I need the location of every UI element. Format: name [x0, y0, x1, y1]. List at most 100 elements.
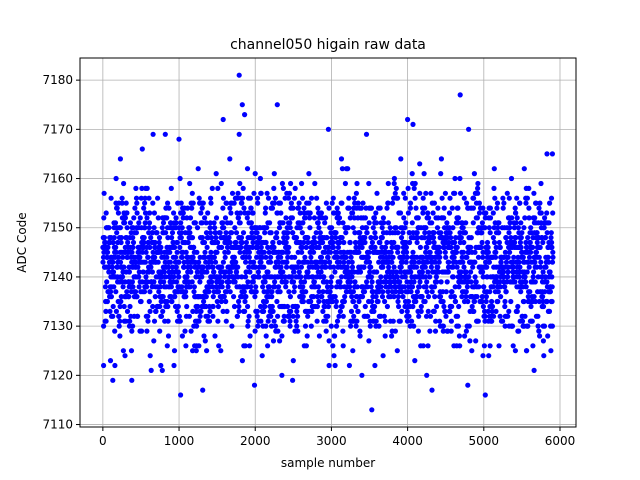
- data-point: [207, 225, 213, 231]
- data-point: [147, 210, 153, 216]
- data-point: [411, 185, 417, 191]
- data-point: [117, 225, 123, 231]
- data-point: [354, 180, 360, 187]
- data-point: [152, 244, 158, 250]
- data-point: [138, 195, 144, 201]
- data-point: [436, 244, 442, 250]
- data-point: [112, 220, 119, 226]
- data-point: [110, 313, 116, 319]
- data-point: [412, 195, 418, 201]
- data-point: [378, 313, 384, 319]
- data-point: [275, 328, 281, 334]
- data-point: [410, 121, 416, 127]
- data-point: [457, 92, 463, 98]
- data-point: [326, 205, 332, 211]
- data-point: [473, 338, 479, 344]
- data-point: [323, 318, 329, 324]
- data-point: [403, 239, 409, 246]
- data-point: [330, 343, 336, 349]
- data-point: [337, 239, 343, 246]
- data-point: [414, 230, 420, 236]
- data-point: [182, 328, 188, 334]
- data-point: [171, 362, 177, 369]
- data-point: [258, 259, 264, 265]
- data-point: [266, 249, 272, 255]
- data-point: [104, 298, 110, 305]
- data-point: [246, 254, 252, 260]
- data-point: [325, 303, 332, 310]
- data-point: [200, 200, 206, 206]
- data-point: [479, 239, 485, 246]
- data-point: [262, 303, 268, 310]
- data-point: [446, 259, 452, 265]
- data-point: [270, 338, 277, 344]
- data-point: [272, 323, 279, 329]
- data-point: [460, 225, 466, 231]
- data-point: [146, 225, 152, 231]
- data-point: [161, 279, 167, 285]
- data-point: [373, 220, 380, 226]
- data-point: [422, 230, 428, 236]
- data-point: [471, 171, 477, 177]
- data-point: [404, 308, 410, 314]
- data-point: [370, 225, 376, 231]
- data-point: [290, 358, 296, 364]
- data-point: [139, 185, 145, 191]
- data-point: [296, 269, 302, 275]
- data-point: [112, 328, 118, 334]
- y-tick-label: 7170: [42, 122, 73, 136]
- data-point: [235, 264, 241, 270]
- data-point: [302, 323, 309, 329]
- data-point: [422, 298, 428, 305]
- data-point: [356, 298, 362, 305]
- data-point: [462, 230, 468, 236]
- data-point: [252, 294, 258, 300]
- data-point: [176, 274, 182, 280]
- x-tick-label: 0: [99, 434, 107, 448]
- data-point: [108, 195, 114, 201]
- data-point: [423, 190, 429, 196]
- data-point: [339, 303, 345, 310]
- data-point: [124, 254, 130, 260]
- data-point: [409, 284, 416, 290]
- data-point: [505, 269, 511, 275]
- data-point: [431, 239, 437, 246]
- data-point: [341, 298, 347, 305]
- data-point: [441, 215, 447, 221]
- data-point: [437, 318, 443, 324]
- data-point: [313, 230, 319, 236]
- data-point: [389, 200, 396, 206]
- data-point: [238, 244, 244, 250]
- data-point: [243, 259, 249, 265]
- data-point: [471, 308, 477, 314]
- data-point: [340, 328, 346, 334]
- data-point: [458, 269, 464, 275]
- data-point: [476, 284, 482, 290]
- data-point: [538, 259, 544, 265]
- data-point: [395, 244, 401, 250]
- chart-title: channel050 higain raw data: [230, 37, 426, 53]
- data-point: [398, 156, 404, 162]
- data-point: [521, 225, 527, 231]
- data-point: [404, 254, 410, 260]
- data-point: [523, 279, 529, 285]
- data-point: [463, 294, 469, 300]
- data-point: [451, 254, 457, 260]
- data-point: [113, 308, 119, 314]
- data-point: [505, 274, 511, 280]
- data-point: [407, 205, 413, 211]
- data-point: [411, 259, 418, 265]
- data-point: [110, 259, 116, 265]
- data-point: [263, 323, 269, 329]
- data-point: [136, 274, 142, 280]
- data-point: [240, 230, 247, 236]
- data-point: [317, 230, 323, 236]
- data-point: [243, 269, 249, 275]
- data-point: [318, 269, 324, 275]
- data-point: [201, 333, 207, 339]
- data-point: [210, 284, 216, 290]
- data-point: [410, 249, 416, 255]
- data-point: [419, 294, 425, 300]
- data-point: [314, 294, 320, 300]
